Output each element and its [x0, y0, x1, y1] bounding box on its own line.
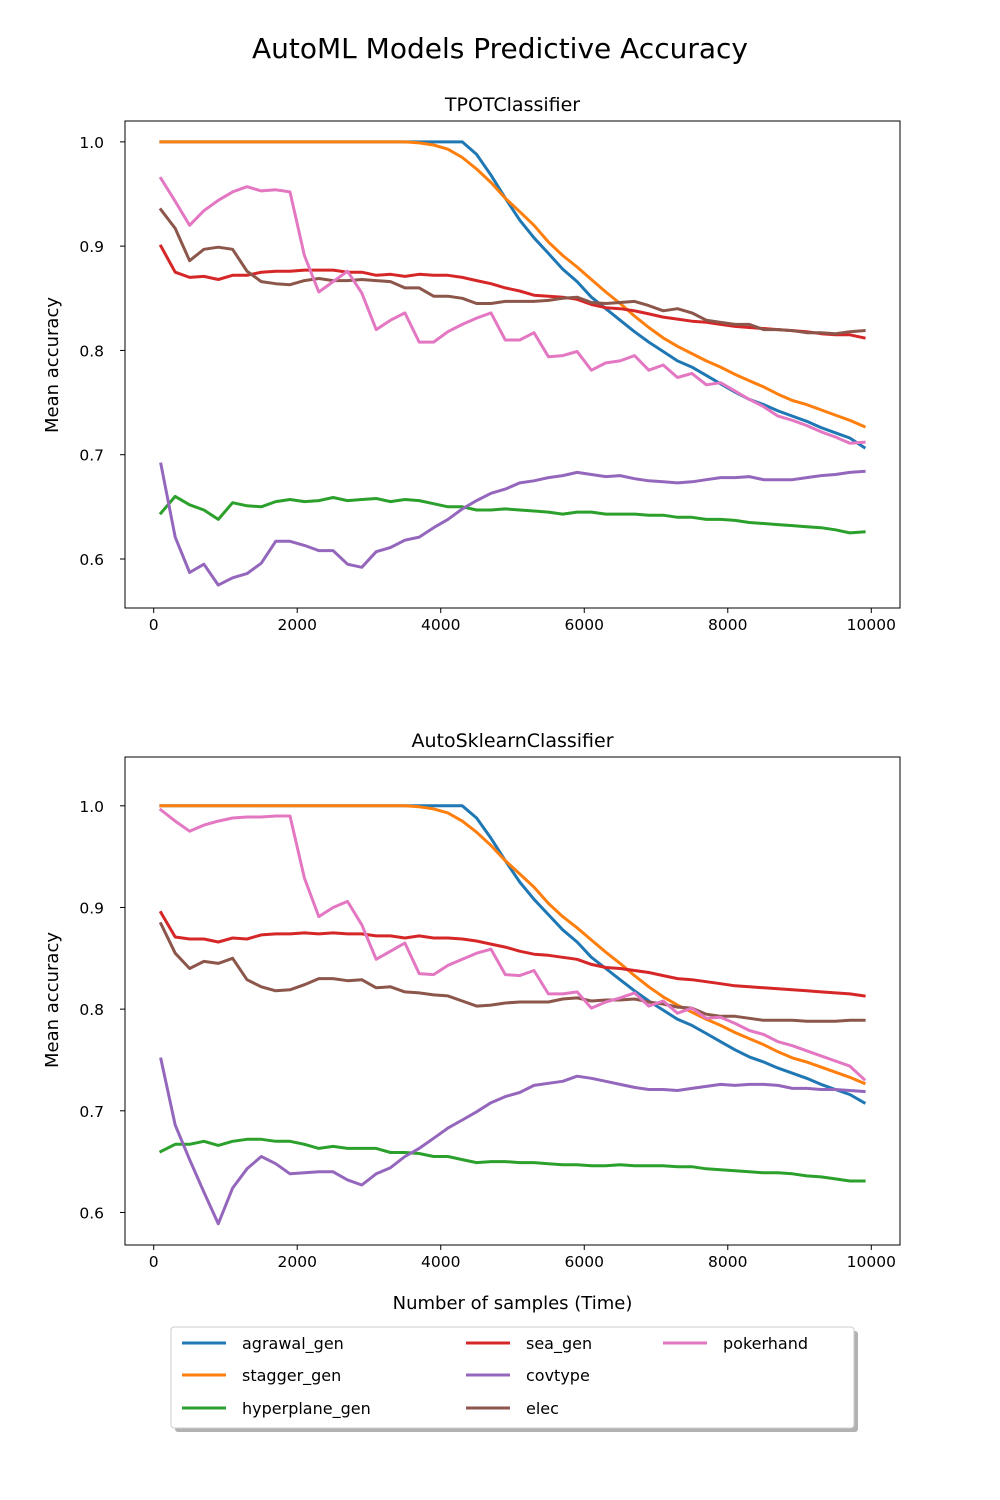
tpot-y-tick-label: 0.8 [79, 342, 104, 360]
tpot-x-tick-label: 2000 [277, 616, 316, 634]
autosklearn-x-tick-label: 0 [149, 1253, 159, 1271]
tpot-y-tick-label: 1.0 [79, 134, 104, 152]
legend-label-elec: elec [526, 1399, 559, 1418]
autosklearn-series-hyperplane-gen [158, 1137, 866, 1183]
tpot-subplot-title: TPOTClassifier [444, 94, 580, 116]
autosklearn-y-tick-label: 0.7 [79, 1103, 104, 1121]
autosklearn-x-axis-label: Number of samples (Time) [393, 1293, 633, 1314]
autosklearn-axes-frame [124, 756, 901, 1246]
autosklearn-x-tick-label: 6000 [565, 1253, 604, 1271]
autosklearn-series-stagger-gen [159, 804, 867, 1086]
autosklearn-x-tick-label: 2000 [277, 1253, 316, 1271]
tpot-y-tick-label: 0.9 [79, 238, 104, 256]
figure-title: AutoML Models Predictive Accuracy [252, 32, 748, 65]
tpot-x-tick-label: 4000 [421, 616, 460, 634]
tpot-series-elec [158, 207, 866, 336]
autosklearn-series-sea-gen [158, 910, 866, 998]
tpot-x-tick-label: 0 [149, 616, 159, 634]
tpot-axes-frame [124, 120, 901, 609]
legend-label-agrawal-gen: agrawal_gen [242, 1334, 344, 1354]
autosklearn-y-tick-label: 0.9 [79, 899, 104, 917]
legend-label-hyperplane-gen: hyperplane_gen [242, 1399, 371, 1419]
tpot-y-tick-label: 0.6 [79, 551, 104, 569]
legend-label-pokerhand: pokerhand [723, 1334, 808, 1353]
legend-frame [170, 1326, 855, 1429]
autosklearn-x-tick-label: 4000 [421, 1253, 460, 1271]
autosklearn-y-tick-label: 0.6 [79, 1204, 104, 1222]
legend-label-stagger-gen: stagger_gen [242, 1366, 341, 1386]
autosklearn-series-pokerhand [158, 807, 867, 1082]
tpot-x-tick-label: 10000 [847, 616, 896, 634]
autosklearn-y-axis-label: Mean accuracy [42, 932, 63, 1068]
tpot-series-pokerhand [158, 176, 866, 445]
legend-label-sea-gen: sea_gen [526, 1334, 592, 1354]
autosklearn-x-tick-label: 10000 [847, 1253, 896, 1271]
autosklearn-y-tick-label: 0.8 [79, 1001, 104, 1019]
tpot-y-tick-label: 0.7 [79, 447, 104, 465]
autosklearn-subplot: AutoSklearnClassifier Mean accuracy Numb… [42, 730, 901, 1314]
tpot-series-hyperplane-gen [158, 494, 866, 535]
autosklearn-series-elec [158, 921, 866, 1023]
tpot-plot-lines [158, 140, 867, 587]
tpot-y-axis-label: Mean accuracy [42, 297, 63, 433]
autosklearn-series-agrawal-gen [159, 804, 867, 1105]
tpot-series-sea-gen [158, 244, 866, 340]
tpot-x-tick-label: 6000 [565, 616, 604, 634]
legend-label-covtype: covtype [526, 1366, 590, 1385]
autosklearn-plot-lines [158, 804, 867, 1226]
tpot-x-tick-label: 8000 [708, 616, 747, 634]
legend: agrawal_gen stagger_gen hyperplane_gen sea_… [170, 1326, 858, 1432]
autosklearn-subplot-title: AutoSklearnClassifier [411, 730, 613, 752]
autosklearn-x-tick-label: 8000 [708, 1253, 747, 1271]
tpot-subplot: TPOTClassifier Mean accuracy 0 2000 4000 60… [42, 94, 901, 634]
tpot-series-covtype [159, 462, 866, 587]
autosklearn-y-tick-label: 1.0 [79, 798, 104, 816]
tpot-series-stagger-gen [159, 140, 867, 429]
tpot-series-agrawal-gen [159, 140, 867, 450]
autosklearn-series-covtype [159, 1057, 866, 1226]
